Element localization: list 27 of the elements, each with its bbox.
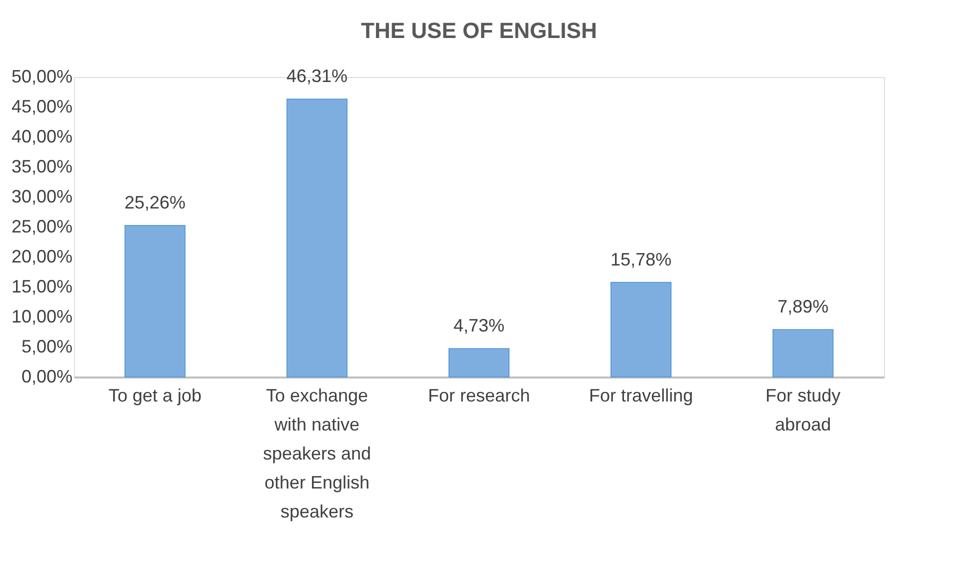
x-tick-label: For travelling [588,386,694,406]
data-label: 25,26% [124,192,186,212]
y-tick-label: 30,00% [11,186,72,206]
bar [610,282,672,378]
x-tick-label: For study abroad [765,386,841,434]
data-label: 15,78% [610,249,672,270]
bar [286,98,348,378]
y-tick-label: 50,00% [11,66,72,86]
bar [772,329,834,378]
data-label: 4,73% [453,316,505,336]
x-tick-label: To get a job [108,386,202,406]
y-tick-label: 35,00% [11,156,72,176]
y-tick-label: 40,00% [11,126,72,146]
x-tick-label: For research [428,386,530,406]
data-label: 7,89% [777,296,829,317]
y-tick-label: 45,00% [11,96,72,116]
y-tick-label: 5,00% [21,336,72,356]
y-tick-label: 20,00% [11,246,72,266]
bar [124,224,186,378]
chart-title: THE USE OF ENGLISH [361,18,597,43]
x-tick-label: To exchange with native speakers and other English speakers [262,386,372,522]
data-label: 46,31% [286,66,348,86]
y-tick-label: 15,00% [11,276,72,296]
y-tick-label: 10,00% [11,306,72,326]
bar [448,348,510,378]
y-tick-label: 0,00% [21,366,72,386]
y-tick-label: 25,00% [11,216,72,236]
